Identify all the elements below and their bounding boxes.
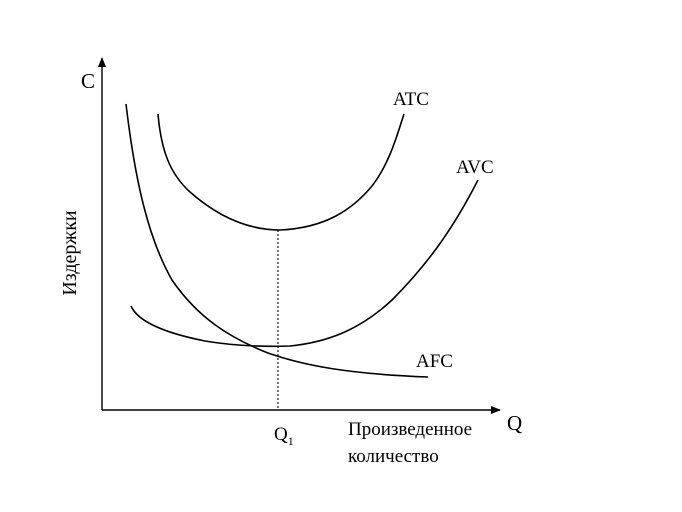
x-axis-label-line2: количество <box>348 446 439 467</box>
y-axis-symbol: C <box>81 69 95 93</box>
y-axis-label: Издержки <box>59 210 81 296</box>
x-axis-symbol: Q <box>507 411 522 435</box>
q1-marker-label: Q1 <box>274 424 294 448</box>
afc-curve <box>125 103 429 378</box>
avc-curve <box>130 179 479 348</box>
q1-marker-subscript: 1 <box>288 434 294 448</box>
x-axis-label-line1: Произведенное <box>348 419 472 440</box>
afc-label: AFC <box>416 351 453 372</box>
atc-label: ATC <box>393 89 429 110</box>
atc-curve <box>157 113 405 231</box>
q1-marker-base: Q <box>274 424 288 445</box>
avc-label: AVC <box>456 157 494 178</box>
